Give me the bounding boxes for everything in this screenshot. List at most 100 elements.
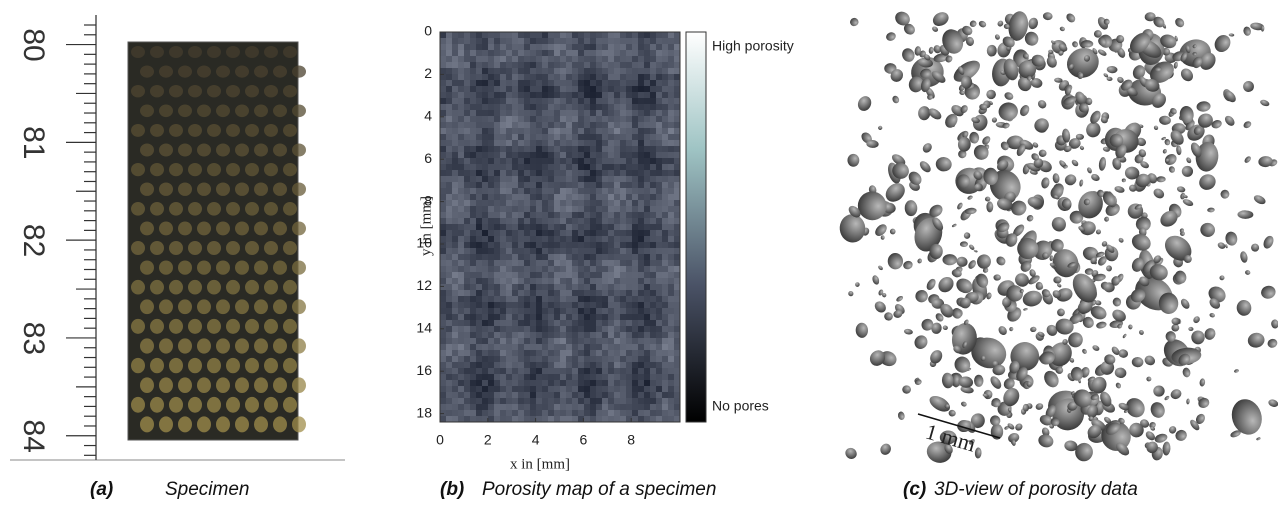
- porosity-cell: [440, 104, 446, 110]
- weave-cell: [292, 377, 306, 393]
- porosity-cell: [476, 176, 482, 182]
- porosity-cell: [650, 218, 656, 224]
- porosity-cell: [488, 80, 494, 86]
- porosity-cell: [572, 200, 578, 206]
- porosity-cell: [458, 176, 464, 182]
- porosity-cell: [488, 224, 494, 230]
- pore: [1188, 327, 1193, 331]
- porosity-cell: [596, 236, 602, 242]
- porosity-cell: [470, 404, 476, 410]
- porosity-cell: [608, 290, 614, 296]
- porosity-cell: [668, 92, 674, 98]
- porosity-cell: [440, 296, 446, 302]
- porosity-cell: [626, 410, 632, 416]
- porosity-cell: [614, 98, 620, 104]
- porosity-cell: [482, 200, 488, 206]
- pore: [1037, 433, 1055, 450]
- porosity-cell: [542, 242, 548, 248]
- porosity-cell: [656, 140, 662, 146]
- weave-cell: [216, 221, 230, 235]
- porosity-cell: [536, 278, 542, 284]
- porosity-cell: [620, 212, 626, 218]
- porosity-cell: [614, 176, 620, 182]
- porosity-cell: [578, 344, 584, 350]
- porosity-cell: [608, 122, 614, 128]
- porosity-cell: [584, 302, 590, 308]
- porosity-cell: [512, 416, 518, 422]
- porosity-cell: [596, 122, 602, 128]
- weave-cell: [188, 319, 202, 334]
- porosity-cell: [584, 230, 590, 236]
- porosity-cell: [584, 296, 590, 302]
- porosity-cell: [464, 110, 470, 116]
- porosity-cell: [638, 392, 644, 398]
- porosity-cell: [464, 296, 470, 302]
- porosity-cell: [506, 62, 512, 68]
- porosity-cell: [662, 272, 668, 278]
- porosity-cell: [656, 380, 662, 386]
- porosity-cell: [464, 350, 470, 356]
- porosity-cell: [674, 344, 680, 350]
- pore: [1043, 12, 1053, 21]
- porosity-cell: [602, 230, 608, 236]
- porosity-cell: [488, 122, 494, 128]
- weave-cell: [292, 260, 306, 274]
- porosity-cell: [596, 230, 602, 236]
- porosity-cell: [644, 92, 650, 98]
- porosity-cell: [614, 374, 620, 380]
- porosity-cell: [476, 194, 482, 200]
- porosity-cell: [638, 32, 644, 38]
- porosity-cell: [470, 290, 476, 296]
- porosity-cell: [512, 404, 518, 410]
- porosity-cell: [608, 254, 614, 260]
- porosity-cell: [626, 218, 632, 224]
- porosity-cell: [620, 146, 626, 152]
- porosity-cell: [512, 194, 518, 200]
- porosity-cell: [560, 404, 566, 410]
- porosity-cell: [440, 272, 446, 278]
- weave-cell: [140, 104, 154, 117]
- porosity-cell: [572, 146, 578, 152]
- porosity-cell: [674, 170, 680, 176]
- porosity-cell: [560, 218, 566, 224]
- porosity-cell: [524, 236, 530, 242]
- porosity-cell: [452, 104, 458, 110]
- porosity-cell: [650, 380, 656, 386]
- porosity-cell: [572, 110, 578, 116]
- porosity-cell: [482, 224, 488, 230]
- porosity-cell: [560, 332, 566, 338]
- porosity-cell: [512, 410, 518, 416]
- weave-cell: [188, 163, 202, 176]
- pore: [1097, 48, 1108, 57]
- porosity-cell: [620, 386, 626, 392]
- porosity-cell: [662, 80, 668, 86]
- porosity-cell: [536, 62, 542, 68]
- porosity-cell: [638, 218, 644, 224]
- porosity-cell: [482, 386, 488, 392]
- porosity-cell: [590, 116, 596, 122]
- weave-cell: [131, 241, 145, 255]
- porosity-cell: [620, 302, 626, 308]
- pore: [867, 347, 888, 369]
- porosity-cell: [452, 320, 458, 326]
- porosity-cell: [470, 128, 476, 134]
- porosity-cell: [668, 224, 674, 230]
- porosity-cell: [464, 224, 470, 230]
- porosity-cell: [590, 416, 596, 422]
- porosity-cell: [440, 314, 446, 320]
- porosity-cell: [548, 116, 554, 122]
- porosity-cell: [602, 122, 608, 128]
- pore: [891, 95, 900, 105]
- porosity-cell: [590, 254, 596, 260]
- weave-cell: [131, 124, 145, 137]
- porosity-cell: [614, 92, 620, 98]
- porosity-cell: [524, 218, 530, 224]
- porosity-cell: [590, 170, 596, 176]
- porosity-cell: [476, 248, 482, 254]
- porosity-cell: [482, 284, 488, 290]
- porosity-cell: [674, 374, 680, 380]
- caption-label: (a): [90, 479, 113, 500]
- weave-cell: [226, 358, 240, 373]
- porosity-cell: [512, 248, 518, 254]
- porosity-cell: [464, 68, 470, 74]
